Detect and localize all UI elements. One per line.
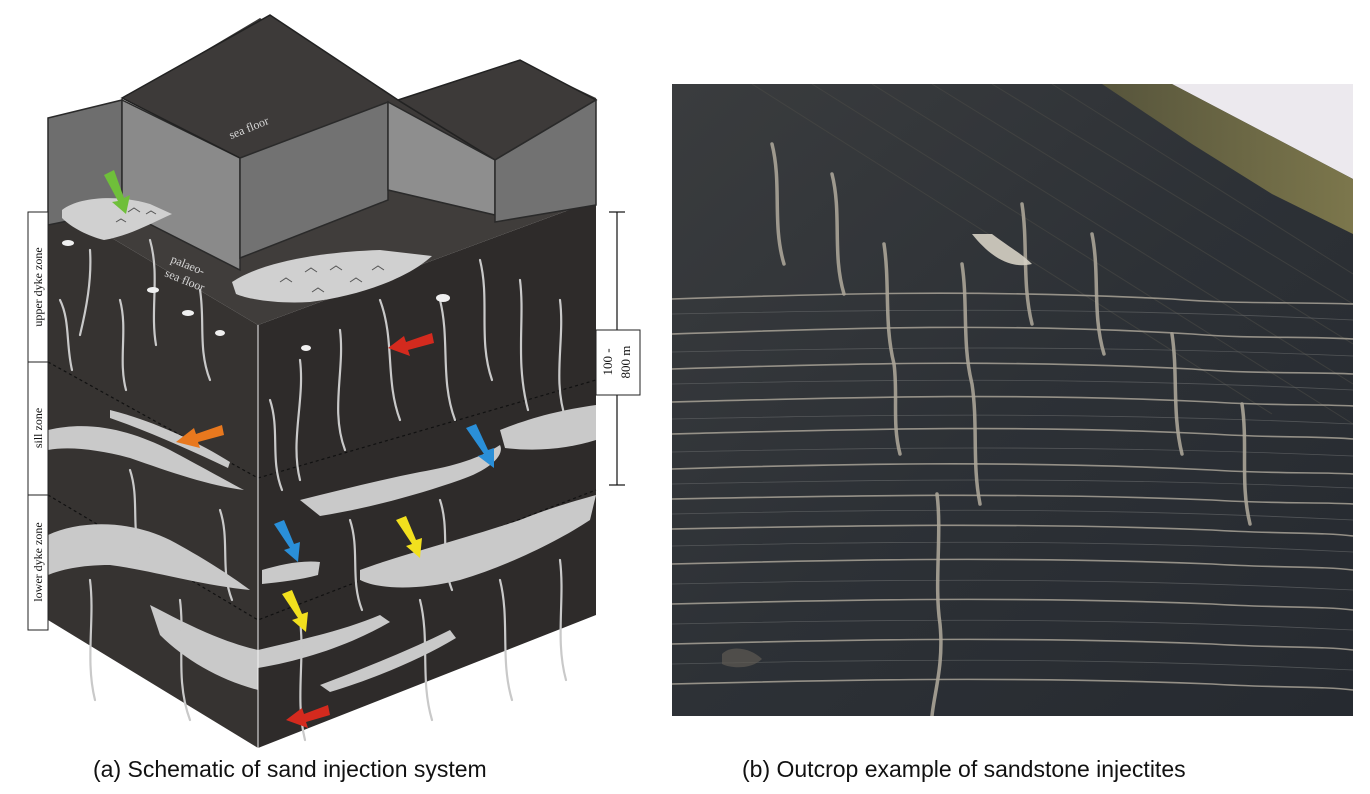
lens-markers [62,240,450,351]
caption-panel-b: (b) Outcrop example of sandstone injecti… [742,756,1186,782]
palaeo-sand-patch-left [62,198,172,240]
sandstone-sills [672,292,1353,691]
depth-scale-bar [609,211,625,486]
depth-label-line1: 100 - [600,348,615,375]
vegetation-ridge [1102,84,1353,234]
depth-label-line2: 800 m [618,346,633,379]
outcrop-photo [672,84,1353,716]
arrow-red-lower [286,705,330,728]
sand-injection-schematic: sea floor palaeo- sea floor [27,14,641,748]
sandstone-dykes [770,142,1252,716]
sand-dykes [58,238,568,742]
zone-boundaries [47,361,597,621]
sea-floor-wall-right [494,98,597,223]
lower-dyke-zone-label: lower dyke zone [31,522,45,601]
arrow-green [104,170,130,214]
slope-streaks [751,84,1353,425]
palaeo-sand-patch-right [232,250,432,303]
sill-zone-label: sill zone [31,408,45,448]
arrow-blue-right [466,424,494,468]
block-left-face [48,200,258,748]
white-sand-patch [972,234,1032,266]
arrow-blue-left [274,520,300,562]
arrow-orange [176,425,224,448]
upper-dyke-zone-label: upper dyke zone [31,247,45,326]
arrow-yellow-left [282,590,308,632]
caption-panel-a: (a) Schematic of sand injection system [93,756,487,782]
sea-floor-wall-front [239,100,389,260]
arrow-red-upper [388,333,434,356]
rock-face [672,84,1353,716]
zone-label-boxes [27,211,49,631]
thin-laminations [672,309,1353,671]
arrow-yellow-right [396,516,422,558]
sand-sills [48,405,596,692]
burrow-marks [115,207,385,293]
depth-label-box [595,329,641,396]
outcrop-debris [722,648,762,668]
